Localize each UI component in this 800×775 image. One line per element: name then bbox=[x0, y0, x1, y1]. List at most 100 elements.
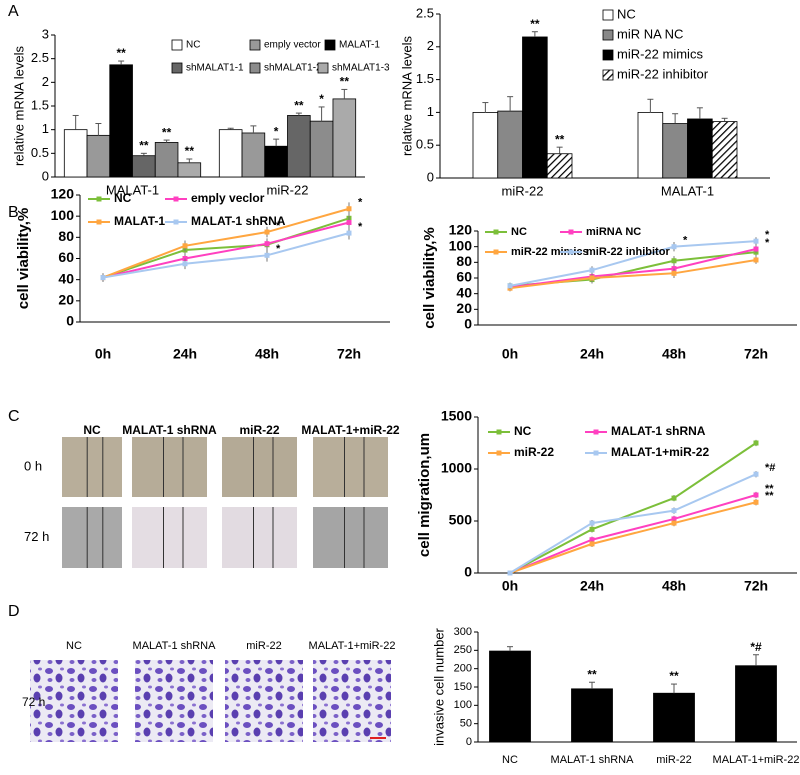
point bbox=[182, 243, 188, 249]
line bbox=[102, 232, 350, 279]
bar bbox=[264, 145, 288, 178]
wound-image bbox=[62, 507, 122, 568]
legend-swatch bbox=[317, 62, 329, 74]
legend-swatch bbox=[171, 62, 183, 74]
line bbox=[509, 473, 757, 574]
point bbox=[346, 230, 352, 236]
y-tick-label: 0 bbox=[464, 564, 472, 580]
legend-marker bbox=[496, 429, 502, 435]
point bbox=[671, 508, 677, 514]
y-tick-label: 2 bbox=[427, 38, 434, 53]
legend-label: shMALAT1-1 bbox=[186, 63, 244, 74]
point bbox=[671, 258, 677, 264]
point bbox=[753, 471, 759, 477]
y-tick-label: 40 bbox=[58, 270, 74, 286]
x-tick-label: 0h bbox=[95, 346, 111, 362]
image-column-label: NC bbox=[66, 640, 82, 652]
x-tick-label: miR-22 bbox=[502, 183, 544, 198]
point bbox=[589, 267, 595, 273]
bar bbox=[546, 153, 573, 179]
significance: ** bbox=[139, 139, 149, 153]
y-axis-label: cell viability,% bbox=[421, 227, 438, 328]
legend-label: NC bbox=[186, 40, 200, 51]
line bbox=[102, 207, 350, 279]
image-column-label: MALAT-1+miR-22 bbox=[309, 640, 396, 652]
legend-label: MALAT-1 shRNA bbox=[191, 214, 286, 228]
panel-label: D bbox=[8, 603, 20, 620]
wound-image bbox=[222, 437, 297, 497]
bar bbox=[86, 134, 111, 178]
point bbox=[346, 206, 352, 212]
legend-swatch bbox=[602, 9, 614, 21]
y-tick-label: 120 bbox=[51, 186, 75, 202]
panel-label: B bbox=[8, 204, 19, 221]
panel-label: A bbox=[8, 3, 19, 20]
y-tick-label: 1500 bbox=[441, 408, 472, 424]
legend-swatch bbox=[602, 49, 614, 61]
y-tick-label: 1 bbox=[427, 104, 434, 119]
y-tick-label: 0 bbox=[42, 168, 49, 183]
legend-marker bbox=[568, 249, 574, 255]
image-column-label: miR-22 bbox=[239, 423, 279, 437]
legend-label: miRNA NC bbox=[586, 226, 641, 238]
legend-label: emply veclor bbox=[191, 191, 265, 205]
wound-image bbox=[132, 437, 207, 497]
legend-marker bbox=[496, 450, 502, 456]
bar bbox=[662, 123, 688, 179]
legend-marker bbox=[593, 450, 599, 456]
y-tick-label: 0 bbox=[427, 169, 434, 184]
x-tick-label: miR-22 bbox=[656, 754, 691, 766]
significance: ** bbox=[669, 669, 679, 683]
y-tick-label: 0 bbox=[66, 313, 74, 329]
significance: * bbox=[358, 221, 363, 233]
significance: * bbox=[276, 243, 281, 255]
y-tick-label: 40 bbox=[456, 284, 472, 300]
significance: * bbox=[765, 229, 770, 241]
y-tick-label: 300 bbox=[454, 626, 472, 638]
x-tick-label: 0h bbox=[502, 346, 518, 362]
significance: *# bbox=[765, 462, 775, 474]
y-tick-label: 2.5 bbox=[31, 50, 49, 65]
x-tick-label: 48h bbox=[662, 346, 686, 362]
legend-label: MALAT-1 shRNA bbox=[611, 424, 706, 438]
bar bbox=[522, 36, 548, 179]
legend-label: shMALAT1-3 bbox=[332, 63, 390, 74]
significance: ** bbox=[162, 125, 172, 139]
y-tick-label: 1000 bbox=[441, 460, 472, 476]
y-tick-label: 20 bbox=[456, 300, 472, 316]
legend-label: miR-22 bbox=[514, 445, 554, 459]
bar bbox=[241, 132, 266, 178]
legend-label: MALAT-1 bbox=[114, 214, 165, 228]
image-column-label: MALAT-1+miR-22 bbox=[301, 423, 399, 437]
y-tick-label: 20 bbox=[58, 292, 74, 308]
point bbox=[671, 244, 677, 250]
significance: ** bbox=[294, 98, 304, 112]
bar bbox=[109, 64, 133, 178]
y-tick-label: 1 bbox=[42, 121, 49, 136]
y-tick-label: 0 bbox=[466, 736, 472, 748]
bar bbox=[154, 142, 179, 178]
line bbox=[509, 442, 757, 574]
bar bbox=[287, 115, 311, 178]
y-tick-label: 3 bbox=[42, 26, 49, 41]
x-tick-label: 24h bbox=[580, 346, 604, 362]
bar bbox=[571, 688, 613, 743]
y-axis-label: invasive cell number bbox=[431, 627, 446, 745]
bar bbox=[177, 162, 202, 178]
y-tick-label: 50 bbox=[460, 718, 472, 730]
point bbox=[264, 252, 270, 258]
significance: ** bbox=[185, 144, 195, 158]
point bbox=[264, 229, 270, 235]
line bbox=[509, 240, 757, 287]
point bbox=[671, 516, 677, 522]
legend-marker bbox=[173, 219, 179, 225]
legend-marker bbox=[568, 229, 574, 235]
invasion-image bbox=[135, 660, 213, 742]
y-axis-label: cell migration,um bbox=[416, 433, 433, 557]
legend-label: MALAT-1 bbox=[339, 40, 380, 51]
image-column-label: MALAT-1 shRNA bbox=[122, 423, 217, 437]
point bbox=[589, 541, 595, 547]
y-tick-label: 500 bbox=[449, 512, 473, 528]
y-axis-label: relative mRNA levels bbox=[399, 36, 414, 156]
